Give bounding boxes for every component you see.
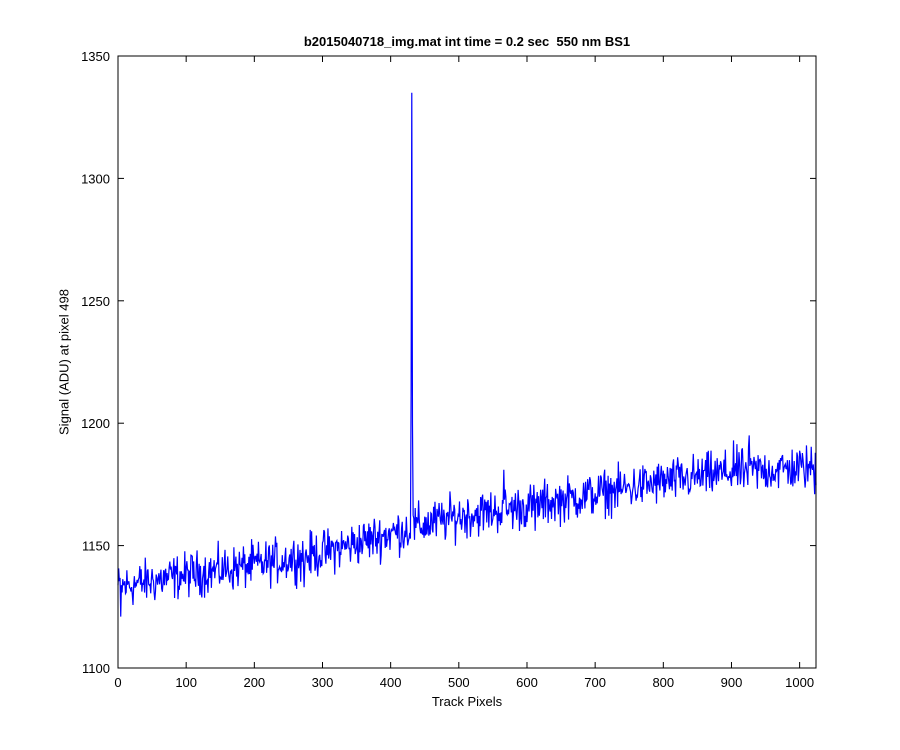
x-tick-label: 200: [243, 675, 265, 690]
x-tick-label: 300: [312, 675, 334, 690]
y-axis-label: Signal (ADU) at pixel 498: [56, 289, 72, 435]
y-tick-label: 1350: [81, 49, 110, 64]
x-tick-label: 1000: [785, 675, 814, 690]
y-tick-label: 1300: [81, 171, 110, 186]
x-tick-label: 100: [175, 675, 197, 690]
y-tick-label: 1200: [81, 416, 110, 431]
x-tick-label: 0: [114, 675, 121, 690]
x-tick-label: 400: [380, 675, 402, 690]
x-tick-label: 900: [721, 675, 743, 690]
series-line-0: [117, 92, 817, 617]
x-tick-label: 700: [584, 675, 606, 690]
chart-title: b2015040718_img.mat int time = 0.2 sec 5…: [303, 34, 631, 49]
y-tick-label: 1150: [82, 539, 110, 554]
x-axis-label: Track Pixels: [431, 694, 503, 709]
axes-box: [117, 55, 817, 669]
x-tick-label: 500: [448, 675, 470, 690]
x-tick-label: 800: [652, 675, 674, 690]
x-tick-label: 600: [516, 675, 538, 690]
y-tick-label: 1250: [81, 294, 110, 309]
y-tick-label: 1100: [82, 661, 110, 676]
